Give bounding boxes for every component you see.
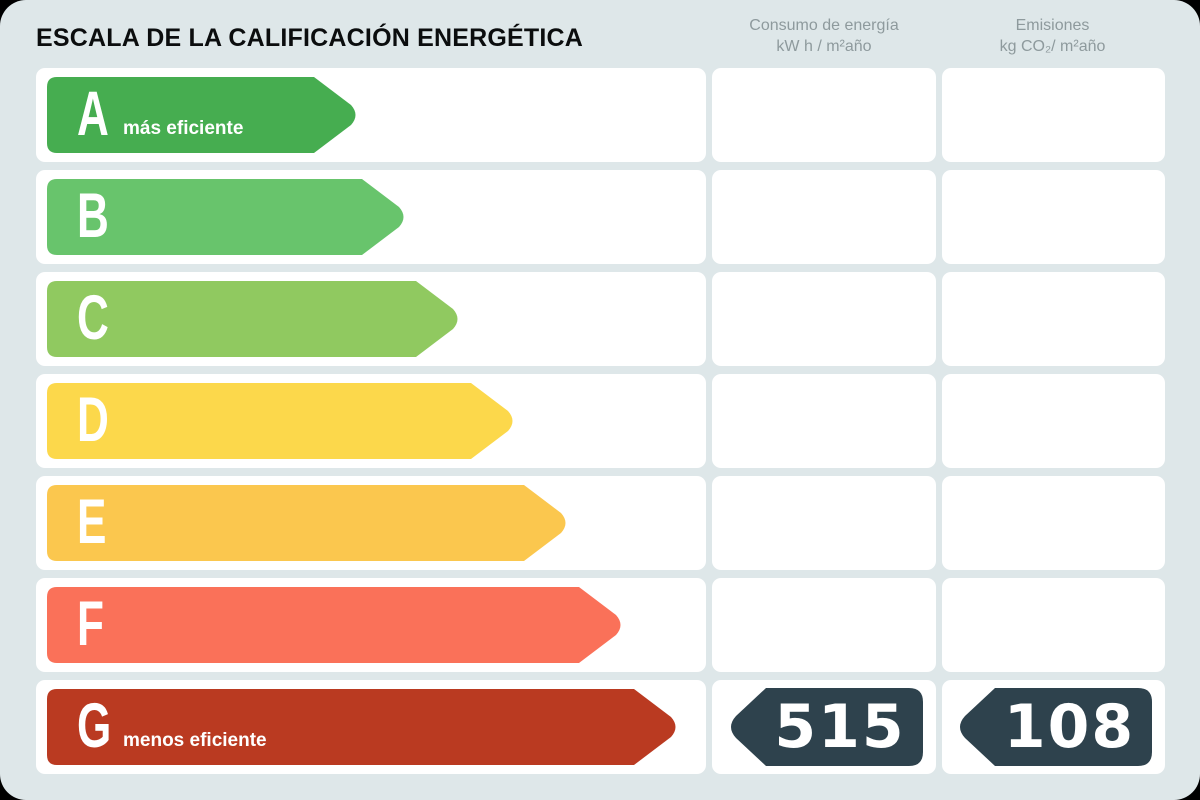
emissions-cell-a (942, 68, 1165, 162)
emissions-header-line2: kg CO₂/ m²año (999, 38, 1106, 55)
emissions-badge-arrow-shape (960, 688, 1152, 766)
scale-row-d: D (36, 374, 1165, 468)
emissions-cell-c (942, 272, 1165, 366)
rating-letter-a: A (77, 79, 109, 149)
rating-cell-f: F (36, 578, 706, 672)
rating-arrow-shape (47, 587, 621, 663)
emissions-cell-e (942, 476, 1165, 570)
rating-letter-d: D (77, 385, 109, 455)
rating-arrow-e: E (47, 485, 570, 561)
consumption-cell-d (712, 374, 936, 468)
consumption-header-line1: Consumo de energía (749, 17, 899, 34)
rating-arrow-shape (47, 281, 458, 357)
rating-cell-e: E (36, 476, 706, 570)
page-title: ESCALA DE LA CALIFICACIÓN ENERGÉTICA (36, 24, 584, 52)
rating-letter-c: C (77, 283, 109, 353)
scale-row-f: F (36, 578, 1165, 672)
consumption-column-header: Consumo de energía kW h / m²año (712, 15, 936, 57)
rating-arrow-shape (47, 179, 404, 255)
consumption-header-line2: kW h / m²año (776, 38, 872, 55)
rating-arrow-d: D (47, 383, 517, 459)
emissions-header-line1: Emisiones (1015, 17, 1090, 34)
rating-letter-g: G (77, 691, 112, 761)
emissions-column-header: Emisiones kg CO₂/ m²año (941, 15, 1164, 57)
rating-cell-b: B (36, 170, 706, 264)
consumption-badge-arrow-shape (730, 688, 923, 766)
rating-arrow-shape (47, 77, 356, 153)
emissions-cell-b (942, 170, 1165, 264)
consumption-cell-g: 515 (712, 680, 936, 774)
emissions-cell-g: 108 (942, 680, 1165, 774)
rating-arrow-c: C (47, 281, 462, 357)
scale-row-e: E (36, 476, 1165, 570)
consumption-cell-b (712, 170, 936, 264)
rating-letter-b: B (77, 181, 109, 251)
rating-note-a: más eficiente (123, 118, 244, 139)
emissions-cell-d (942, 374, 1165, 468)
rating-arrow-shape (47, 383, 513, 459)
consumption-cell-f (712, 578, 936, 672)
consumption-cell-c (712, 272, 936, 366)
scale-row-b: B (36, 170, 1165, 264)
consumption-cell-e (712, 476, 936, 570)
scale-row-c: C (36, 272, 1165, 366)
consumption-badge: 515 (726, 688, 923, 766)
rating-arrow-shape (47, 689, 676, 765)
rating-cell-c: C (36, 272, 706, 366)
emissions-badge-value: 108 (1003, 692, 1136, 762)
rating-letter-e: E (77, 487, 107, 557)
rating-arrow-b: B (47, 179, 408, 255)
consumption-badge-value: 515 (774, 692, 906, 762)
rating-note-g: menos eficiente (123, 730, 267, 751)
emissions-cell-f (942, 578, 1165, 672)
rating-arrow-f: F (47, 587, 625, 663)
rating-arrow-shape (47, 485, 566, 561)
rating-letter-f: F (77, 589, 104, 659)
rating-cell-d: D (36, 374, 706, 468)
consumption-cell-a (712, 68, 936, 162)
emissions-badge: 108 (955, 688, 1152, 766)
